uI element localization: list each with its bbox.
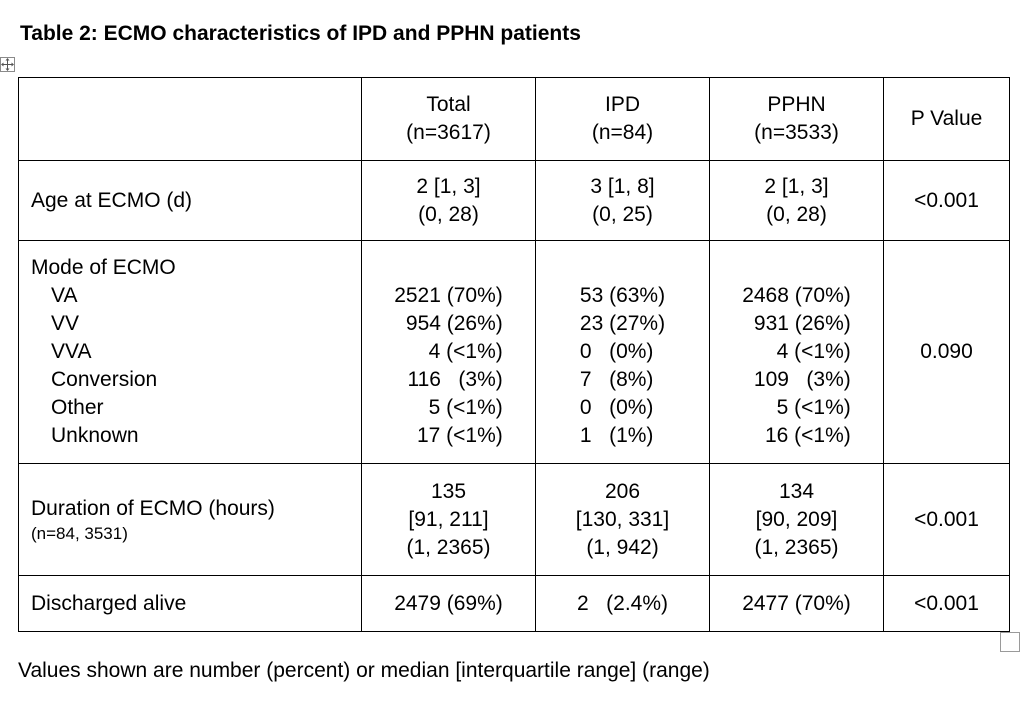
header-pphn: PPHN (n=3533) bbox=[709, 77, 884, 161]
table-move-handle[interactable] bbox=[0, 57, 15, 72]
header-empty-cell bbox=[18, 77, 362, 161]
header-ipd: IPD (n=84) bbox=[535, 77, 710, 161]
move-arrows-icon bbox=[1, 58, 14, 71]
table-row-age: Age at ECMO (d) 2 [1, 3] (0, 28) 3 [1, 8… bbox=[18, 160, 1010, 241]
cell-ipd: 2 (2.4%) bbox=[535, 575, 710, 632]
cell-total: 2521 (70%) 954 (26%) 4 (<1%) 116 (3%) 5 … bbox=[361, 240, 536, 464]
cell-pphn: 2477 (70%) bbox=[709, 575, 884, 632]
cell-pvalue: 0.090 bbox=[883, 240, 1010, 464]
row-label: Age at ECMO (d) bbox=[18, 160, 362, 241]
sub-label: VA bbox=[51, 284, 78, 307]
sub-label: VVA bbox=[51, 340, 92, 363]
table-header-row: Total (n=3617) IPD (n=84) PPHN (n=3533) … bbox=[18, 77, 1010, 161]
cell-ipd: 206 [130, 331] (1, 942) bbox=[535, 463, 710, 576]
cell-pvalue: <0.001 bbox=[883, 575, 1010, 632]
cell-pphn: 2 [1, 3] (0, 28) bbox=[709, 160, 884, 241]
cell-pphn: 2468 (70%) 931 (26%) 4 (<1%) 109 (3%) 5 … bbox=[709, 240, 884, 464]
table-title: Table 2: ECMO characteristics of IPD and… bbox=[20, 22, 581, 45]
cell-pvalue: <0.001 bbox=[883, 463, 1010, 576]
table-row-mode: Mode of ECMO VA VV VVA Conversion Other … bbox=[18, 240, 1010, 464]
cell-total: 2 [1, 3] (0, 28) bbox=[361, 160, 536, 241]
sub-label: Other bbox=[51, 396, 104, 419]
cell-ipd: 53 (63%) 23 (27%) 0 (0%) 7 (8%) 0 (0%) 1… bbox=[535, 240, 710, 464]
header-pvalue: P Value bbox=[883, 77, 1010, 161]
cell-pvalue: <0.001 bbox=[883, 160, 1010, 241]
sub-label: Conversion bbox=[51, 368, 158, 391]
sub-label: VV bbox=[51, 312, 80, 335]
cell-total: 2479 (69%) bbox=[361, 575, 536, 632]
table-resize-handle[interactable] bbox=[1000, 632, 1020, 652]
row-label-cell: Duration of ECMO (hours) (n=84, 3531) bbox=[18, 463, 362, 576]
row-label: Duration of ECMO (hours) bbox=[31, 496, 275, 520]
header-total: Total (n=3617) bbox=[361, 77, 536, 161]
row-label: Mode of ECMO bbox=[31, 256, 176, 279]
row-label: Discharged alive bbox=[18, 575, 362, 632]
table-row-duration: Duration of ECMO (hours) (n=84, 3531) 13… bbox=[18, 463, 1010, 576]
row-label-cell: Mode of ECMO VA VV VVA Conversion Other … bbox=[18, 240, 362, 464]
sub-label: Unknown bbox=[51, 424, 139, 447]
sub-label: (n=84, 3531) bbox=[31, 523, 128, 543]
table-row-discharged: Discharged alive 2479 (69%) 2 (2.4%) 247… bbox=[18, 575, 1010, 632]
cell-ipd: 3 [1, 8] (0, 25) bbox=[535, 160, 710, 241]
cell-pphn: 134 [90, 209] (1, 2365) bbox=[709, 463, 884, 576]
table-footnote: Values shown are number (percent) or med… bbox=[18, 659, 710, 682]
cell-total: 135 [91, 211] (1, 2365) bbox=[361, 463, 536, 576]
ecmo-table: Total (n=3617) IPD (n=84) PPHN (n=3533) … bbox=[18, 77, 1010, 632]
